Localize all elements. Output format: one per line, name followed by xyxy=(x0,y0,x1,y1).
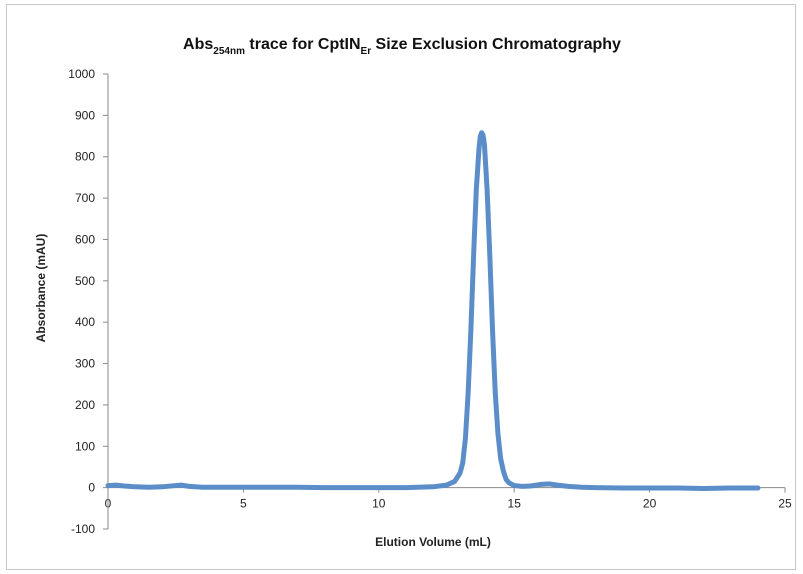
x-tick-label: 5 xyxy=(240,497,247,511)
y-tick-label: -100 xyxy=(71,522,95,536)
y-tick-label: 1000 xyxy=(68,67,95,81)
chart-title-subscript-wavelength: 254nm xyxy=(213,46,245,57)
x-tick-label: 15 xyxy=(508,497,522,511)
chart-title-end: Size Exclusion Chromatography xyxy=(371,36,621,53)
y-tick-label: 600 xyxy=(75,232,95,246)
y-tick-label: 900 xyxy=(75,108,95,122)
chart-title: Abs254nm trace for CptINEr Size Exclusio… xyxy=(183,36,621,57)
y-tick-label: 200 xyxy=(75,398,95,412)
y-tick-label: 400 xyxy=(75,315,95,329)
x-tick-label: 10 xyxy=(372,497,386,511)
chart-title-middle: trace for CptIN xyxy=(245,36,361,53)
x-tick-label: 25 xyxy=(778,497,792,511)
chromatography-chart: Abs254nm trace for CptINEr Size Exclusio… xyxy=(34,36,792,549)
chart-frame: Abs254nm trace for CptINEr Size Exclusio… xyxy=(6,4,796,570)
x-tick-label: 20 xyxy=(643,497,657,511)
y-axis-title: Absorbance (mAU) xyxy=(34,234,48,343)
y-tick-label: 700 xyxy=(75,191,95,205)
series-line-absorbance xyxy=(105,130,761,491)
y-tick-label: 500 xyxy=(75,274,95,288)
chart-title-subscript-er: Er xyxy=(361,46,372,57)
x-axis-title: Elution Volume (mL) xyxy=(375,535,491,549)
chart-title-main: Abs xyxy=(183,36,213,53)
y-tick-label: 300 xyxy=(75,357,95,371)
y-axis-ticks: -100 0 100 200 300 400 500 600 700 800 900 1000 xyxy=(68,67,108,536)
y-tick-label: 100 xyxy=(75,439,95,453)
y-tick-label: 800 xyxy=(75,150,95,164)
y-tick-label: 0 xyxy=(88,481,95,495)
